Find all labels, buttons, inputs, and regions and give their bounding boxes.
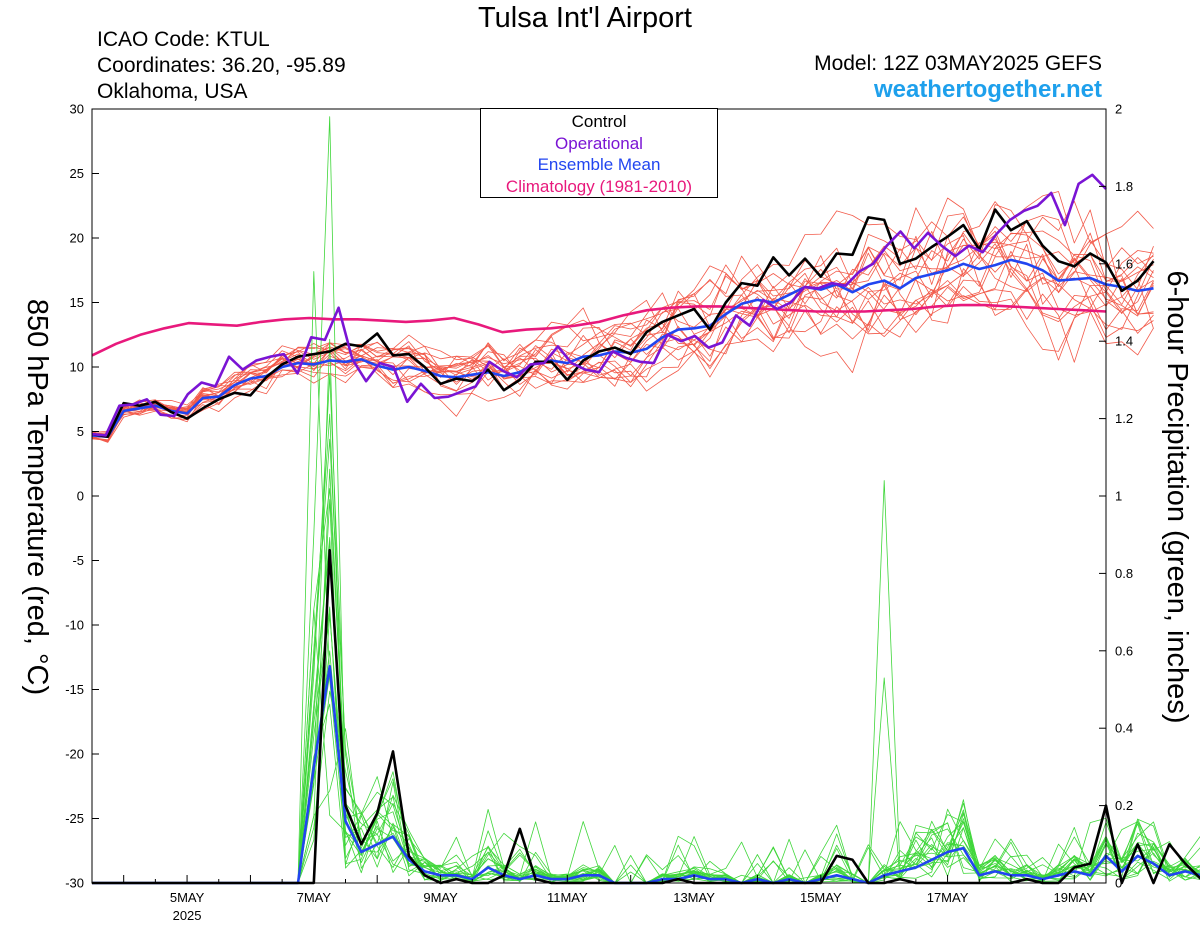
y-left-tick-label: -5 [72,553,84,568]
y-left-tick-label: 10 [70,360,84,375]
y-right-tick-label: 0.6 [1115,643,1133,658]
y-left-tick-label: -15 [65,682,84,697]
y-left-tick-label: 20 [70,231,84,246]
temperature-member-line [91,204,1154,434]
x-tick-label: 19MAY [1053,890,1095,905]
x-tick-label: 11MAY [547,890,588,905]
temperature-member-line [91,230,1154,438]
x-tick-label: 13MAY [673,890,715,905]
x-tick-label: 7MAY [297,890,332,905]
y-right-tick-label: 0.4 [1115,721,1133,736]
temperature-member-line [91,235,1154,438]
location: Oklahoma, USA [97,80,248,103]
legend-ensemble-mean: Ensemble Mean [537,155,661,174]
y-left-tick-label: -25 [65,811,84,826]
temp-operational-line [91,173,1107,437]
temp-control-line [91,208,1155,439]
y-left-tick-label: -20 [65,747,84,762]
legend-climatology: Climatology (1981-2010) [505,176,693,196]
axes: -30-25-20-15-10-505101520253000.20.40.60… [65,102,1133,924]
y-axis-left-label: 850 hPa Temperature (red, °C) [21,299,53,695]
coordinates: Coordinates: 36.20, -95.89 [97,54,346,77]
x-tick-sublabel: 2025 [173,908,202,923]
plot-background [92,109,1106,883]
y-right-tick-label: 1.2 [1115,411,1133,426]
x-tick-label: 9MAY [423,890,458,905]
y-right-tick-label: 2 [1115,102,1122,117]
y-left-tick-label: 25 [70,166,84,181]
model-run: Model: 12Z 03MAY2025 GEFS [814,52,1102,75]
x-tick-label: 15MAY [800,890,842,905]
y-left-tick-label: -30 [65,876,84,891]
y-axis-right-label: 6-hour Precipitation (green, inches) [1161,271,1193,724]
y-right-tick-label: 0 [1115,876,1122,891]
plot-area [92,109,1106,883]
y-right-tick-label: 1.8 [1115,179,1133,194]
y-right-tick-label: 1.4 [1115,334,1133,349]
y-left-tick-label: 0 [77,489,84,504]
temperature-member-line [91,210,1154,436]
y-left-tick-label: -10 [65,618,84,633]
climatology-line [91,303,1107,357]
temperature-member-line [91,251,1154,441]
y-right-tick-label: 1.6 [1115,256,1133,271]
chart-title: Tulsa Int'l Airport [478,2,692,34]
x-tick-label: 17MAY [927,890,969,905]
legend-operational: Operational [555,133,643,153]
y-right-tick-label: 0.8 [1115,566,1133,581]
legend-control: Control [571,112,627,131]
icao-code: ICAO Code: KTUL [97,28,270,51]
y-right-tick-label: 0.2 [1115,798,1133,813]
site-link[interactable]: weathertogether.net [873,76,1102,103]
temperature-member-line [91,191,1154,435]
x-tick-label: 5MAY [170,890,205,905]
temperature-member-line [92,197,1154,436]
legend: Control Operational Ensemble Mean Climat… [480,108,718,198]
y-right-tick-label: 1 [1115,489,1122,504]
y-left-tick-label: 30 [70,102,84,117]
y-left-tick-label: 5 [77,424,84,439]
y-left-tick-label: 15 [70,295,84,310]
